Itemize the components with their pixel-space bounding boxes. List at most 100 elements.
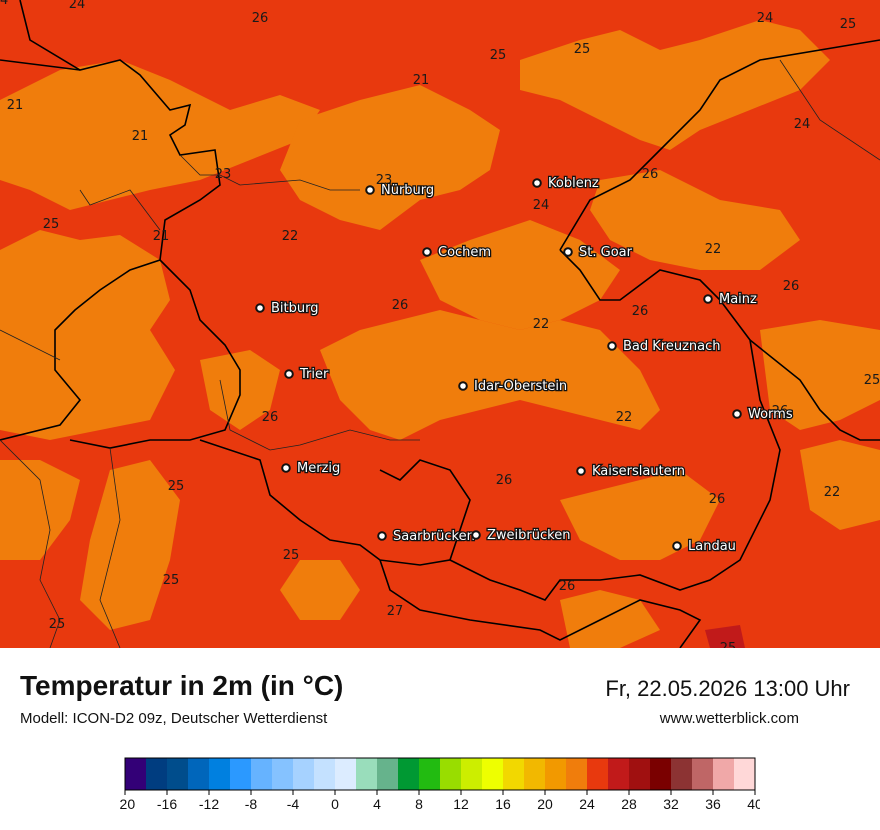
forecast-datetime: Fr, 22.05.2026 13:00 Uhr [605,676,850,701]
city-dot [422,247,432,257]
scale-tick-label: -20 [120,796,135,812]
temperature-value: 22 [705,242,722,257]
scale-tick-label: 20 [537,796,553,812]
city-dot [281,463,291,473]
map-title: Temperatur in 2m (in °C) [20,670,344,701]
scale-swatch [608,758,630,790]
temperature-value: 25 [864,373,880,388]
scale-swatch [503,758,525,790]
city-worms: Worms [732,406,794,423]
scale-swatch [188,758,210,790]
temperature-value: 26 [559,579,576,594]
scale-swatch [566,758,588,790]
city-label: Mainz [719,292,757,307]
city-dot [607,341,617,351]
city-bad-kreuznach: Bad Kreuznach [607,338,722,355]
city-idar-oberstein: Idar-Oberstein [458,378,568,395]
scale-swatch [629,758,651,790]
city-label: Landau [688,539,736,554]
scale-tick-label: 0 [331,796,339,812]
scale-swatch [146,758,168,790]
city-label: St. Goar [579,245,633,260]
city-st-goar: St. Goar [563,244,634,261]
map-svg: 24 26 24 24 25 25 25 21 21 21 23 23 25 21 22 24 26 26 22 26… [0,0,880,648]
temperature-value: 26 [772,404,789,419]
scale-swatch [377,758,399,790]
scale-tick-label: 16 [495,796,511,812]
model-info: Modell: ICON-D2 09z, Deutscher Wetterdie… [20,710,328,727]
temperature-value: 26 [642,167,659,182]
scale-swatch [419,758,441,790]
scale-swatch [440,758,462,790]
temperature-value: 21 [7,98,24,113]
scale-swatch [293,758,315,790]
temperature-value: 25 [574,42,591,57]
temperature-value: 26 [709,492,726,507]
temperature-value: 26 [496,473,513,488]
scale-swatch [545,758,567,790]
temperature-labels: 24 26 24 24 25 25 25 21 21 21 23 23 25 21 22 24 26 26 22 26… [0,0,880,648]
scale-swatch [524,758,546,790]
scale-swatch [692,758,714,790]
scale-tick-label: -12 [199,796,219,812]
scale-tick-label: 4 [373,796,381,812]
scale-swatch [713,758,735,790]
scale-swatch [482,758,504,790]
scale-tick-label: 8 [415,796,423,812]
city-cochem: Cochem [422,244,492,261]
city-trier: Trier [284,366,330,383]
city-dot [471,530,481,540]
temperature-value: 21 [413,73,430,88]
temperature-value: 26 [632,304,649,319]
scale-tick-label: 12 [453,796,469,812]
city-dot [703,294,713,304]
scale-swatch [650,758,672,790]
temperature-value: 23 [215,167,232,182]
scale-swatch [251,758,273,790]
zone-26-28 [705,625,745,648]
scale-swatch [230,758,252,790]
temperature-value: 24 [794,117,811,132]
scale-swatch [398,758,420,790]
scale-swatch [167,758,189,790]
temperature-value: 24 [757,11,774,26]
city-label: Cochem [438,245,491,260]
city-label: Kaiserslautern [592,464,685,479]
city-dot [576,466,586,476]
scale-swatch [314,758,336,790]
borders [0,0,880,648]
temperature-map: 24 26 24 24 25 25 25 21 21 21 23 23 25 21 22 24 26 26 22 26… [0,0,880,648]
city-label: Bitburg [271,301,319,316]
scale-swatch [671,758,693,790]
scale-tick-label: 32 [663,796,679,812]
city-label: Worms [748,407,793,422]
temperature-value: 25 [490,48,507,63]
city-landau: Landau [672,538,737,555]
city-dot [377,531,387,541]
temperature-value: 23 [376,173,393,188]
city-dot [365,185,375,195]
scale-swatch [125,758,147,790]
temperature-value: 27 [387,604,404,619]
scale-swatch [272,758,294,790]
temperature-value: 25 [163,573,180,588]
city-label: Bad Kreuznach [623,339,721,354]
color-scale-svg: -20 -16 -12 -8 -4 0 4 8 12 16 20 24 28 32 36 40 [115,757,763,812]
city-bitburg: Bitburg [255,300,320,317]
city-label: Koblenz [548,176,599,191]
city-dot [458,381,468,391]
zone-22-24 [0,20,880,648]
city-dot [532,178,542,188]
temperature-value: 25 [49,617,66,632]
temperature-value: 26 [392,298,409,313]
temperature-value: 25 [283,548,300,563]
scale-swatch [461,758,483,790]
city-markers: Nürburg Koblenz Cochem St. Goar Mainz Bitburg… [255,175,794,555]
scale-swatch [335,758,357,790]
city-mainz: Mainz [703,291,758,308]
temperature-value: 22 [824,485,841,500]
city-label: Saarbrücken [393,529,475,544]
temperature-value: 22 [616,410,633,425]
temperature-value: 21 [153,229,170,244]
city-merzig: Merzig [281,460,342,477]
